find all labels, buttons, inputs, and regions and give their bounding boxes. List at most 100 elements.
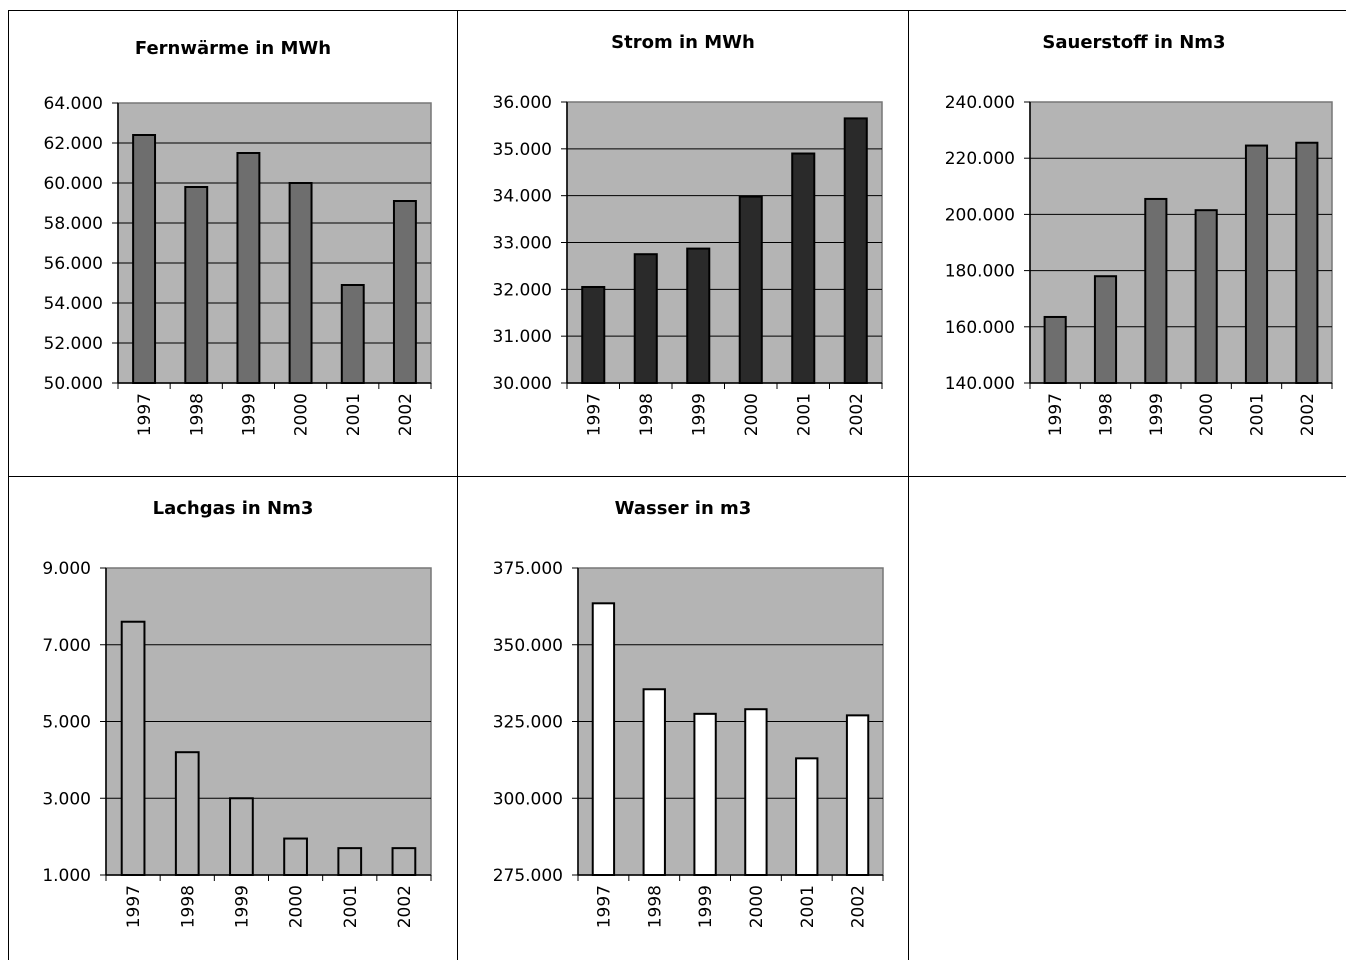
x-tick-label: 1997	[584, 393, 604, 436]
y-tick-label: 325.000	[493, 713, 563, 733]
bar	[843, 117, 868, 385]
x-tick-label: 1999	[696, 885, 716, 928]
y-tick-label: 34.000	[493, 187, 552, 207]
chart-panel-wasser: 275.000 300.000 325.000 350.000 375.000 1997 1…	[493, 498, 884, 928]
x-tick-label: 2001	[344, 393, 364, 436]
y-tick-label: 140.000	[945, 374, 1015, 394]
x-tick-label: 2002	[395, 885, 415, 928]
y-tick-label: 350.000	[493, 636, 563, 656]
x-tick-label: 1998	[637, 393, 657, 436]
y-tick-label: 9.000	[42, 559, 91, 579]
bar	[1093, 275, 1118, 384]
bar	[288, 182, 313, 384]
y-tick-label: 60.000	[44, 174, 103, 194]
x-tick-label: 2002	[849, 885, 869, 928]
x-tick-label: 2000	[742, 393, 762, 436]
x-tick-label: 1999	[232, 885, 252, 928]
bar	[1295, 141, 1319, 384]
y-tick-label: 220.000	[945, 149, 1015, 169]
y-tick-label: 36.000	[493, 93, 552, 113]
y-tick-label: 50.000	[44, 374, 103, 394]
x-tick-label: 1998	[645, 885, 665, 928]
x-tick-label: 2000	[287, 885, 307, 928]
chart-title: Strom in MWh	[611, 32, 755, 53]
bar	[337, 847, 363, 877]
grid-line-center-right	[908, 10, 909, 960]
chart-title: Sauerstoff in Nm3	[1042, 32, 1225, 53]
x-tick-label: 2001	[794, 393, 814, 436]
y-tick-label: 180.000	[945, 262, 1015, 282]
bar	[340, 284, 365, 384]
grid-line-left	[8, 10, 9, 960]
y-tick-label: 240.000	[945, 93, 1015, 113]
bar	[1043, 315, 1067, 384]
grid-line-middle	[8, 476, 1346, 477]
bar	[591, 602, 616, 876]
chart-panel-sauerstoff: 140.000 160.000 180.000 200.000 220.000 240.0…	[0, 0, 1346, 476]
x-tick-label: 1998	[1097, 393, 1117, 436]
x-tick-label: 1998	[178, 885, 198, 928]
x-tick-label: 1999	[1147, 393, 1167, 436]
y-tick-label: 52.000	[44, 334, 103, 354]
chart-title: Wasser in m3	[615, 498, 752, 519]
plot-area	[1029, 101, 1333, 384]
x-tick-label: 1997	[135, 393, 155, 436]
bar	[392, 200, 417, 384]
chart-sauerstoff: 140.000 160.000 180.000 200.000 220.000 240.0…	[945, 32, 1333, 436]
x-tick-label: 2002	[847, 393, 867, 436]
chart-wasser: 275.000 300.000 325.000 350.000 375.000 1997 1…	[493, 498, 884, 928]
chart-strom: 30.000 31.000 32.000 33.000 34.000 35.000 36.0…	[493, 32, 883, 436]
y-tick-label: 33.000	[493, 234, 552, 254]
x-tick-label: 2002	[396, 393, 416, 436]
bar	[1194, 209, 1218, 384]
x-tick-label: 2001	[341, 885, 361, 928]
y-tick-label: 200.000	[945, 205, 1015, 225]
bar	[283, 837, 308, 877]
bar	[744, 708, 768, 876]
y-tick-label: 3.000	[42, 789, 91, 809]
bar	[795, 757, 819, 877]
y-tick-label: 32.000	[493, 280, 552, 300]
x-tick-label: 2002	[1298, 393, 1318, 436]
x-tick-label: 1998	[187, 393, 207, 436]
chart-panel-fernwaerme: 50.000 52.000 54.000 56.000 58.000 60.000 62.0…	[0, 0, 460, 476]
bar	[738, 195, 763, 384]
bar	[633, 253, 658, 384]
x-tick-label: 1997	[594, 885, 614, 928]
bar	[391, 847, 417, 877]
bar	[693, 712, 717, 877]
x-tick-label: 1999	[239, 393, 259, 436]
y-tick-label: 7.000	[42, 636, 91, 656]
chart-panel-strom: 30.000 31.000 32.000 33.000 34.000 35.000 36.0…	[0, 0, 910, 476]
grid-line-center-left	[457, 10, 458, 960]
x-tick-label: 2000	[292, 393, 312, 436]
bar	[236, 152, 261, 384]
y-tick-label: 64.000	[44, 94, 103, 114]
x-tick-label: 2000	[747, 885, 767, 928]
x-tick-label: 1999	[689, 393, 709, 436]
x-tick-label: 1997	[1046, 393, 1066, 436]
bar	[184, 186, 209, 384]
y-tick-label: 5.000	[42, 713, 91, 733]
bar	[1244, 144, 1269, 384]
chart-title: Lachgas in Nm3	[153, 498, 314, 519]
bar	[174, 751, 200, 877]
bar	[229, 797, 254, 876]
grid-line-top	[8, 10, 1346, 11]
y-tick-label: 275.000	[493, 866, 563, 886]
y-tick-label: 300.000	[493, 789, 563, 809]
y-tick-label: 56.000	[44, 254, 103, 274]
chart-fernwaerme: 50.000 52.000 54.000 56.000 58.000 60.000 62.0…	[44, 38, 432, 436]
chart-title: Fernwärme in MWh	[135, 38, 331, 59]
y-tick-label: 54.000	[44, 294, 103, 314]
chart-lachgas: 1.000 3.000 5.000 7.000 9.000 1997 1998 1999 200…	[42, 498, 432, 928]
plot-area	[117, 102, 432, 384]
bar	[791, 152, 816, 384]
y-tick-label: 375.000	[493, 559, 563, 579]
bar	[132, 134, 157, 384]
bar	[642, 688, 666, 877]
bar	[686, 247, 711, 384]
y-tick-label: 35.000	[493, 140, 552, 160]
bar	[845, 714, 870, 876]
